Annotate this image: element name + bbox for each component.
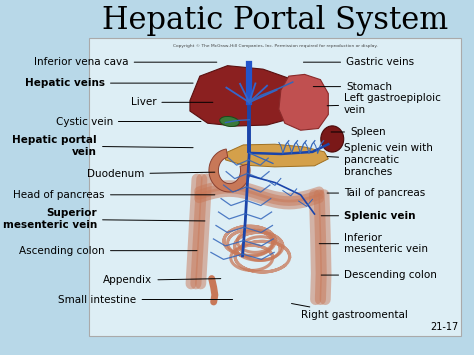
Text: Ascending colon: Ascending colon <box>19 246 197 256</box>
Text: Small intestine: Small intestine <box>58 295 233 305</box>
Text: Left gastroepiploic
vein: Left gastroepiploic vein <box>327 93 441 115</box>
Text: Gastric veins: Gastric veins <box>303 57 414 67</box>
Text: Splenic vein with
pancreatic
branches: Splenic vein with pancreatic branches <box>327 143 433 176</box>
Polygon shape <box>226 144 328 167</box>
Text: Right gastroomental: Right gastroomental <box>292 304 408 320</box>
Text: Hepatic portal
vein: Hepatic portal vein <box>12 135 193 157</box>
FancyBboxPatch shape <box>89 38 461 336</box>
Text: Duodenum: Duodenum <box>87 169 215 179</box>
Ellipse shape <box>219 116 239 126</box>
Text: 21-17: 21-17 <box>430 322 459 332</box>
Ellipse shape <box>321 126 344 152</box>
Text: Spleen: Spleen <box>331 127 386 137</box>
Text: Appendix: Appendix <box>103 275 221 285</box>
Polygon shape <box>279 75 328 130</box>
Text: Tail of pancreas: Tail of pancreas <box>327 188 425 198</box>
Text: Head of pancreas: Head of pancreas <box>13 190 215 200</box>
Text: Cystic vein: Cystic vein <box>55 116 201 126</box>
Polygon shape <box>209 149 250 192</box>
Text: Hepatic Portal System: Hepatic Portal System <box>102 5 448 36</box>
Text: Copyright © The McGraw-Hill Companies, Inc. Permission required for reproduction: Copyright © The McGraw-Hill Companies, I… <box>173 44 377 48</box>
Text: Inferior
mesenteric vein: Inferior mesenteric vein <box>319 233 428 255</box>
Text: Liver: Liver <box>131 97 213 107</box>
Text: Inferior vena cava: Inferior vena cava <box>34 57 217 67</box>
Text: Hepatic veins: Hepatic veins <box>25 78 193 88</box>
Text: Splenic vein: Splenic vein <box>321 211 416 221</box>
Text: Stomach: Stomach <box>313 82 392 92</box>
Text: Descending colon: Descending colon <box>321 270 437 280</box>
Text: Superior
mesenteric vein: Superior mesenteric vein <box>3 208 205 230</box>
Polygon shape <box>190 66 297 126</box>
